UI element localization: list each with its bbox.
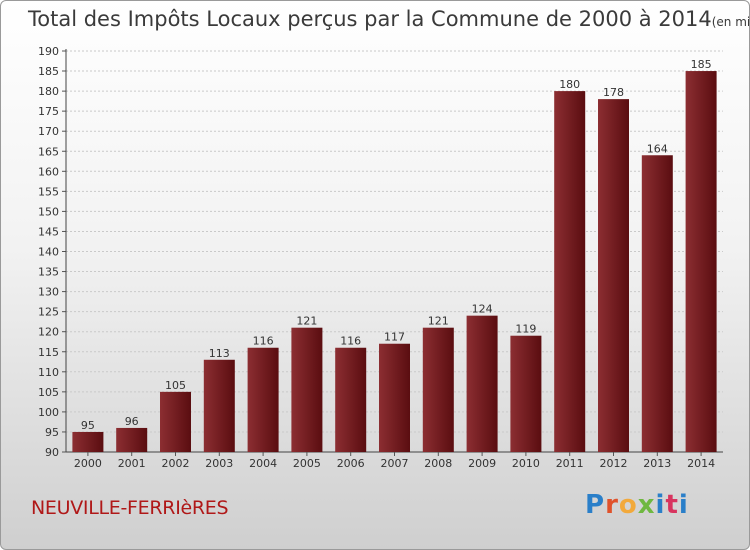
y-tick-label: 135 bbox=[38, 266, 59, 279]
data-label: 121 bbox=[428, 315, 449, 328]
data-label: 95 bbox=[81, 419, 95, 432]
logo-letter: i bbox=[655, 490, 666, 520]
y-tick-label: 160 bbox=[38, 165, 59, 178]
logo-letter: o bbox=[618, 490, 638, 520]
x-tick-label: 2012 bbox=[600, 457, 628, 470]
data-labels: 95 96 105 113 116 121 116 117 121 124 119 180 178 164… bbox=[81, 58, 712, 432]
data-label: 164 bbox=[647, 142, 668, 155]
data-label: 121 bbox=[296, 315, 317, 328]
x-tick-label: 2008 bbox=[424, 457, 452, 470]
bar-2008 bbox=[422, 327, 454, 452]
bar-2000 bbox=[72, 431, 104, 452]
y-tick-label: 100 bbox=[38, 406, 59, 419]
y-tick-label: 115 bbox=[38, 346, 59, 359]
logo-letter: x bbox=[637, 490, 656, 520]
data-label: 105 bbox=[165, 379, 186, 392]
y-tick-label: 110 bbox=[38, 366, 59, 379]
bar-2002 bbox=[160, 391, 191, 452]
x-tick-label: 2014 bbox=[687, 457, 715, 470]
x-tick-label: 2007 bbox=[381, 457, 409, 470]
y-tick-label: 125 bbox=[38, 306, 59, 319]
bar-2004 bbox=[247, 347, 279, 452]
y-tick-label: 165 bbox=[38, 145, 59, 158]
data-label: 185 bbox=[691, 58, 712, 71]
y-tick-label: 170 bbox=[38, 125, 59, 138]
y-tick-label: 145 bbox=[38, 225, 59, 238]
data-label: 96 bbox=[125, 415, 139, 428]
y-tick-label: 95 bbox=[45, 426, 59, 439]
data-label: 113 bbox=[209, 347, 230, 360]
chart-unit: (en milliers d'€) bbox=[711, 15, 750, 29]
bar-2009 bbox=[466, 315, 498, 452]
y-axis: 90 95 100 105 110 115 120 125 130 135 140 145 150 155… bbox=[38, 45, 67, 459]
x-tick-label: 2011 bbox=[556, 457, 584, 470]
chart-title: Total des Impôts Locaux perçus par la Co… bbox=[28, 7, 750, 31]
x-tick-label: 2003 bbox=[205, 457, 233, 470]
x-axis: 2000 2001 2002 2003 2004 2005 2006 2007 2008 2009… bbox=[66, 451, 723, 470]
logo-letter: P bbox=[585, 490, 606, 520]
proxiti-logo: Proxiti bbox=[585, 490, 689, 520]
bar-2007 bbox=[379, 343, 410, 452]
logo-letter: r bbox=[605, 490, 619, 520]
bar-chart: 90 95 100 105 110 115 120 125 130 135 140 145 150 155… bbox=[38, 45, 723, 470]
bar-2005 bbox=[291, 327, 323, 452]
data-label: 178 bbox=[603, 86, 624, 99]
x-tick-label: 2000 bbox=[74, 457, 102, 470]
y-tick-label: 185 bbox=[38, 65, 59, 78]
x-tick-label: 2004 bbox=[249, 457, 277, 470]
data-label: 124 bbox=[472, 303, 493, 316]
data-label: 119 bbox=[515, 323, 536, 336]
bar-2006 bbox=[335, 347, 367, 452]
y-tick-label: 175 bbox=[38, 105, 59, 118]
y-tick-label: 155 bbox=[38, 185, 59, 198]
bar-2012 bbox=[598, 99, 629, 453]
chart-title-text: Total des Impôts Locaux perçus par la Co… bbox=[28, 7, 712, 31]
y-tick-label: 120 bbox=[38, 326, 59, 339]
x-tick-label: 2002 bbox=[162, 457, 190, 470]
commune-name: NEUVILLE-FERRIèRES bbox=[31, 497, 229, 519]
x-tick-label: 2013 bbox=[643, 457, 671, 470]
bar-2011 bbox=[554, 91, 586, 452]
bar-2014 bbox=[685, 71, 717, 453]
y-tick-label: 180 bbox=[38, 85, 59, 98]
y-tick-label: 130 bbox=[38, 286, 59, 299]
y-tick-label: 190 bbox=[38, 45, 59, 58]
x-tick-label: 2005 bbox=[293, 457, 321, 470]
bars bbox=[72, 71, 717, 453]
bar-2013 bbox=[641, 155, 673, 452]
logo-letter: t bbox=[665, 490, 679, 520]
y-tick-label: 90 bbox=[45, 446, 59, 459]
x-tick-label: 2001 bbox=[118, 457, 146, 470]
x-tick-label: 2010 bbox=[512, 457, 540, 470]
logo-letter: i bbox=[678, 490, 689, 520]
x-tick-label: 2009 bbox=[468, 457, 496, 470]
data-label: 117 bbox=[384, 331, 405, 344]
bar-2010 bbox=[510, 335, 542, 452]
data-label: 116 bbox=[340, 335, 361, 348]
data-label: 116 bbox=[253, 335, 274, 348]
y-tick-label: 150 bbox=[38, 205, 59, 218]
y-tick-label: 140 bbox=[38, 246, 59, 259]
x-tick-label: 2006 bbox=[337, 457, 365, 470]
y-tick-label: 105 bbox=[38, 386, 59, 399]
bar-2001 bbox=[116, 427, 148, 452]
bar-2003 bbox=[203, 359, 235, 452]
data-label: 180 bbox=[559, 78, 580, 91]
